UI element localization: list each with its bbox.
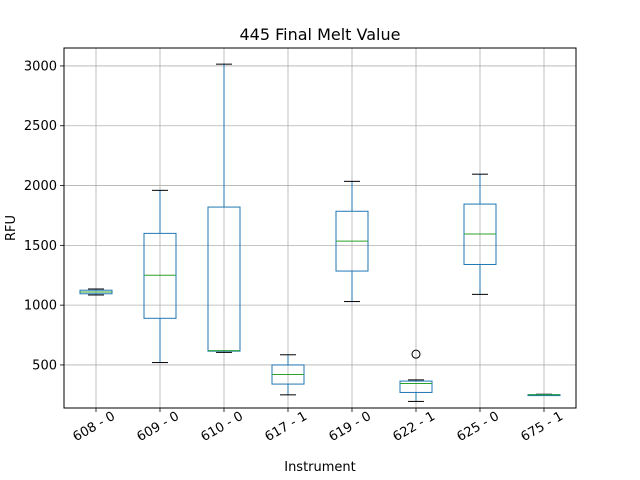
y-tick-label: 3000 (24, 59, 57, 74)
y-tick-label: 500 (32, 358, 57, 373)
chart-title: 445 Final Melt Value (240, 25, 401, 44)
x-tick-label: 609 - 0 (135, 409, 182, 445)
x-axis-label: Instrument (284, 460, 356, 475)
x-tick-label: 619 - 0 (327, 409, 374, 445)
box-608-0 (79, 288, 113, 296)
x-tick-label: 622 - 1 (391, 409, 438, 445)
y-tick-label: 2500 (24, 119, 57, 134)
iqr-box (399, 380, 433, 393)
box-675-1 (527, 393, 561, 397)
outlier-point (411, 349, 421, 359)
y-tick-label: 1500 (24, 239, 57, 254)
plot-frame (63, 47, 577, 409)
box-610-0 (207, 63, 241, 353)
box-619-0 (335, 180, 369, 303)
box-622-1 (399, 349, 433, 402)
x-tick-label: 625 - 0 (455, 409, 502, 445)
box-609-0 (143, 189, 177, 364)
y-axis-label: RFU (4, 215, 19, 241)
iqr-box (143, 232, 177, 319)
iqr-box (207, 206, 241, 352)
box-617-1 (271, 354, 305, 396)
x-tick-label: 608 - 0 (71, 409, 118, 445)
y-tick-label: 2000 (24, 179, 57, 194)
boxes-layer (79, 63, 561, 402)
x-tick-label: 675 - 1 (519, 409, 566, 445)
grid (64, 48, 576, 408)
ticks-layer: 500 1000 1500 2000 2500 3000 608 - 0 609 - 0 610… (24, 59, 566, 445)
box-625-0 (463, 173, 497, 295)
x-tick-label: 610 - 0 (199, 409, 246, 445)
x-tick-label: 617 - 1 (263, 409, 310, 445)
y-tick-label: 1000 (24, 299, 57, 314)
